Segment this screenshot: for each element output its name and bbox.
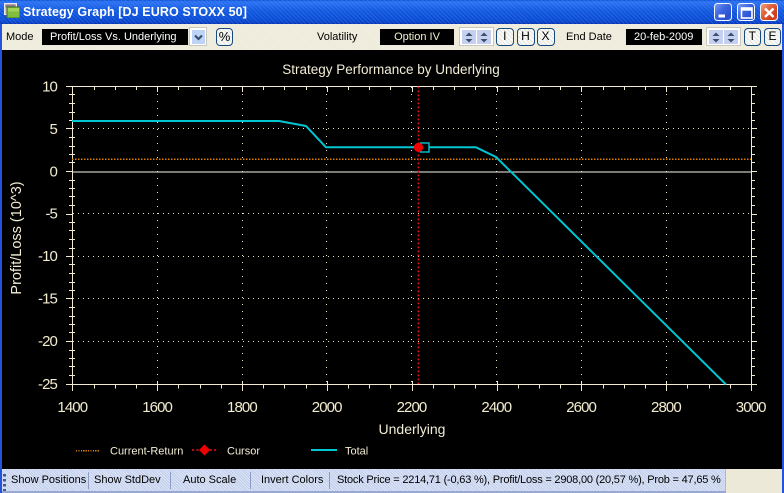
svg-text:-25: -25 (38, 376, 58, 393)
svg-text:1400: 1400 (57, 399, 87, 416)
svg-text:2400: 2400 (481, 399, 511, 416)
svg-text:Cursor: Cursor (227, 446, 260, 458)
svg-text:-15: -15 (38, 291, 58, 308)
svg-text:2800: 2800 (651, 399, 681, 416)
svg-text:Current-Return: Current-Return (110, 446, 183, 458)
svg-text:5: 5 (50, 121, 58, 138)
svg-text:Total: Total (345, 446, 368, 458)
svg-text:2200: 2200 (397, 399, 427, 416)
svg-text:10: 10 (42, 79, 57, 96)
svg-text:1800: 1800 (227, 399, 257, 416)
svg-text:-20: -20 (38, 333, 58, 350)
svg-text:Profit/Loss (10^3): Profit/Loss (10^3) (9, 181, 25, 294)
svg-text:2600: 2600 (566, 399, 596, 416)
svg-text:Underlying: Underlying (379, 421, 446, 437)
svg-text:Strategy Performance by Underl: Strategy Performance by Underlying (282, 62, 500, 77)
svg-text:-10: -10 (38, 248, 58, 265)
svg-text:-5: -5 (45, 206, 57, 223)
svg-text:1600: 1600 (142, 399, 172, 416)
svg-text:3000: 3000 (736, 399, 766, 416)
svg-text:2000: 2000 (312, 399, 342, 416)
svg-text:0: 0 (50, 163, 58, 180)
